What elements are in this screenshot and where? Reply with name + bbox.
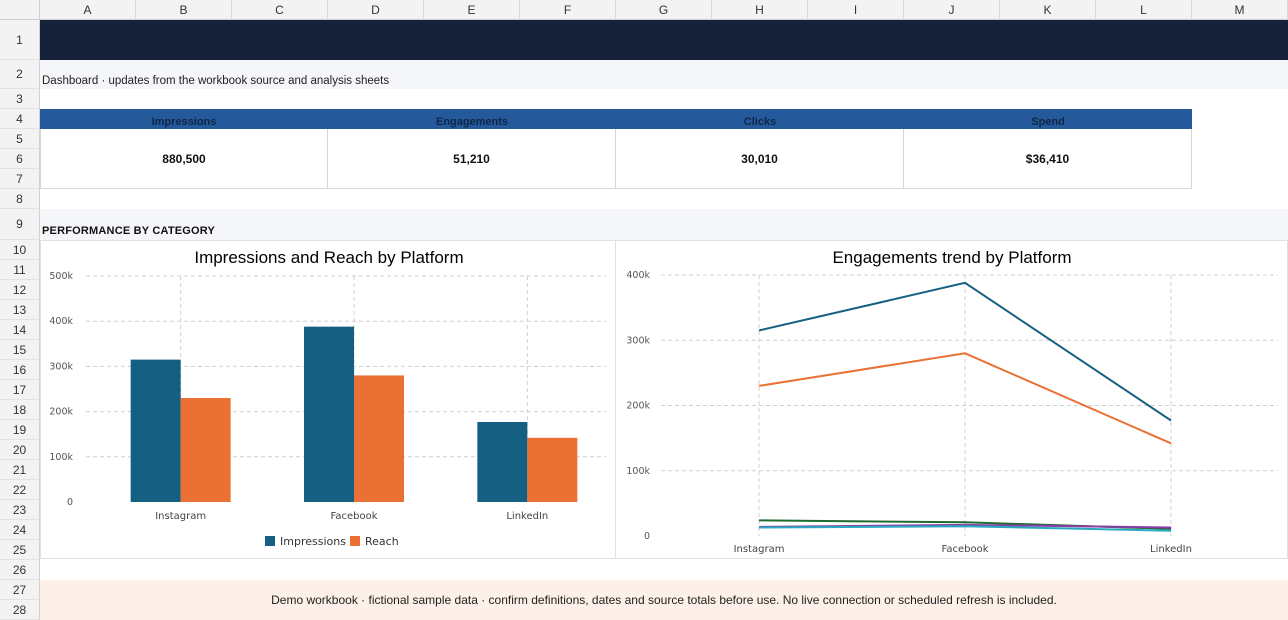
subtitle-band xyxy=(40,60,1288,89)
bar-chart-panel[interactable]: Impressions and Reach by Platform 0 100k 20… xyxy=(40,240,616,559)
row-header-12[interactable]: 12 xyxy=(0,280,40,300)
kpi-header-clicks: Clicks xyxy=(616,109,904,129)
kpi-value-spend[interactable]: $36,410 xyxy=(904,129,1192,189)
y-tick-label: 500k xyxy=(49,271,73,282)
row-header-28[interactable]: 28 xyxy=(0,600,40,620)
line-chart-title: Engagements trend by Platform xyxy=(832,248,1071,267)
row-header-19[interactable]: 19 xyxy=(0,420,40,440)
row-header-1[interactable]: 1 xyxy=(0,20,40,60)
row-header-18[interactable]: 18 xyxy=(0,400,40,420)
column-header-g[interactable]: G xyxy=(616,0,712,20)
line-chart: Engagements trend by Platform 0 100k 200k 30… xyxy=(626,248,1278,555)
legend-label-reach: Reach xyxy=(365,535,399,548)
kpi-value-engagements[interactable]: 51,210 xyxy=(328,129,616,189)
column-header-a[interactable]: A xyxy=(40,0,136,20)
footer-note: Demo workbook · fictional sample data · … xyxy=(40,580,1288,620)
legend-swatch-impressions xyxy=(265,536,275,546)
row-header-16[interactable]: 16 xyxy=(0,360,40,380)
column-header-i[interactable]: I xyxy=(808,0,904,20)
x-category-label: LinkedIn xyxy=(1150,544,1192,555)
line-chart-panel[interactable]: Engagements trend by Platform 0 100k 200k 30… xyxy=(616,240,1288,559)
row-header-17[interactable]: 17 xyxy=(0,380,40,400)
bar-reach-linkedin xyxy=(527,437,578,502)
row-header-7[interactable]: 7 xyxy=(0,169,40,189)
bar-chart: Impressions and Reach by Platform 0 100k 20… xyxy=(49,248,606,548)
bar-chart-title: Impressions and Reach by Platform xyxy=(194,248,463,267)
column-header-h[interactable]: H xyxy=(712,0,808,20)
bar-impressions-facebook xyxy=(304,326,354,502)
row-header-8[interactable]: 8 xyxy=(0,189,40,209)
row-header-4[interactable]: 4 xyxy=(0,109,40,129)
column-header-d[interactable]: D xyxy=(328,0,424,20)
column-header-k[interactable]: K xyxy=(1000,0,1096,20)
y-tick-label: 100k xyxy=(49,452,73,463)
kpi-value-clicks[interactable]: 30,010 xyxy=(616,129,904,189)
bar-reach-instagram xyxy=(180,398,231,502)
y-tick-label: 200k xyxy=(49,407,73,418)
row-header-26[interactable]: 26 xyxy=(0,560,40,580)
legend-swatch-reach xyxy=(350,536,360,546)
line-series-1 xyxy=(758,281,1172,422)
row-header-27[interactable]: 27 xyxy=(0,580,40,600)
x-category-label: Facebook xyxy=(331,511,378,522)
legend-label-impressions: Impressions xyxy=(280,535,346,548)
column-header-j[interactable]: J xyxy=(904,0,1000,20)
row-header-9[interactable]: 9 xyxy=(0,209,40,240)
column-header-l[interactable]: L xyxy=(1096,0,1192,20)
row-header-5[interactable]: 5 xyxy=(0,129,40,149)
y-tick-label: 300k xyxy=(49,361,73,372)
row-header-20[interactable]: 20 xyxy=(0,440,40,460)
kpi-header-impressions: Impressions xyxy=(40,109,328,129)
row-header-25[interactable]: 25 xyxy=(0,540,40,560)
section-title: PERFORMANCE BY CATEGORY xyxy=(42,225,216,237)
column-header-b[interactable]: B xyxy=(136,0,232,20)
x-category-label: Instagram xyxy=(155,511,206,522)
section-band xyxy=(40,209,1288,240)
row-header-2[interactable]: 2 xyxy=(0,60,40,89)
column-header-e[interactable]: E xyxy=(424,0,520,20)
row-header-23[interactable]: 23 xyxy=(0,500,40,520)
select-all-corner[interactable] xyxy=(0,0,40,20)
dashboard-title-bar xyxy=(40,20,1288,60)
kpi-header-engagements: Engagements xyxy=(328,109,616,129)
x-category-label: LinkedIn xyxy=(506,511,548,522)
bar-impressions-instagram xyxy=(130,359,181,502)
line-series-5 xyxy=(758,525,1172,532)
kpi-header-spend: Spend xyxy=(904,109,1192,129)
x-category-label: Facebook xyxy=(942,544,989,555)
column-header-c[interactable]: C xyxy=(232,0,328,20)
row-header-15[interactable]: 15 xyxy=(0,340,40,360)
y-tick-label: 200k xyxy=(626,401,650,412)
x-category-label: Instagram xyxy=(734,544,785,555)
row-header-24[interactable]: 24 xyxy=(0,520,40,540)
row-header-21[interactable]: 21 xyxy=(0,460,40,480)
column-header-m[interactable]: M xyxy=(1192,0,1288,20)
line-series-2 xyxy=(758,352,1172,445)
dashboard-subtitle: Dashboard · updates from the workbook so… xyxy=(42,75,390,87)
y-tick-label: 0 xyxy=(644,531,650,542)
kpi-value-impressions[interactable]: 880,500 xyxy=(40,129,328,189)
row-header-3[interactable]: 3 xyxy=(0,89,40,109)
y-tick-label: 100k xyxy=(626,466,650,477)
row-header-6[interactable]: 6 xyxy=(0,149,40,169)
column-header-f[interactable]: F xyxy=(520,0,616,20)
y-tick-label: 400k xyxy=(626,270,650,281)
y-tick-label: 0 xyxy=(67,497,73,508)
row-header-13[interactable]: 13 xyxy=(0,300,40,320)
row-header-14[interactable]: 14 xyxy=(0,320,40,340)
row-header-22[interactable]: 22 xyxy=(0,480,40,500)
y-tick-label: 400k xyxy=(49,316,73,327)
y-tick-label: 300k xyxy=(626,335,650,346)
bar-impressions-linkedin xyxy=(477,421,528,502)
row-header-11[interactable]: 11 xyxy=(0,260,40,280)
bar-reach-facebook xyxy=(354,375,404,502)
row-header-10[interactable]: 10 xyxy=(0,240,40,260)
